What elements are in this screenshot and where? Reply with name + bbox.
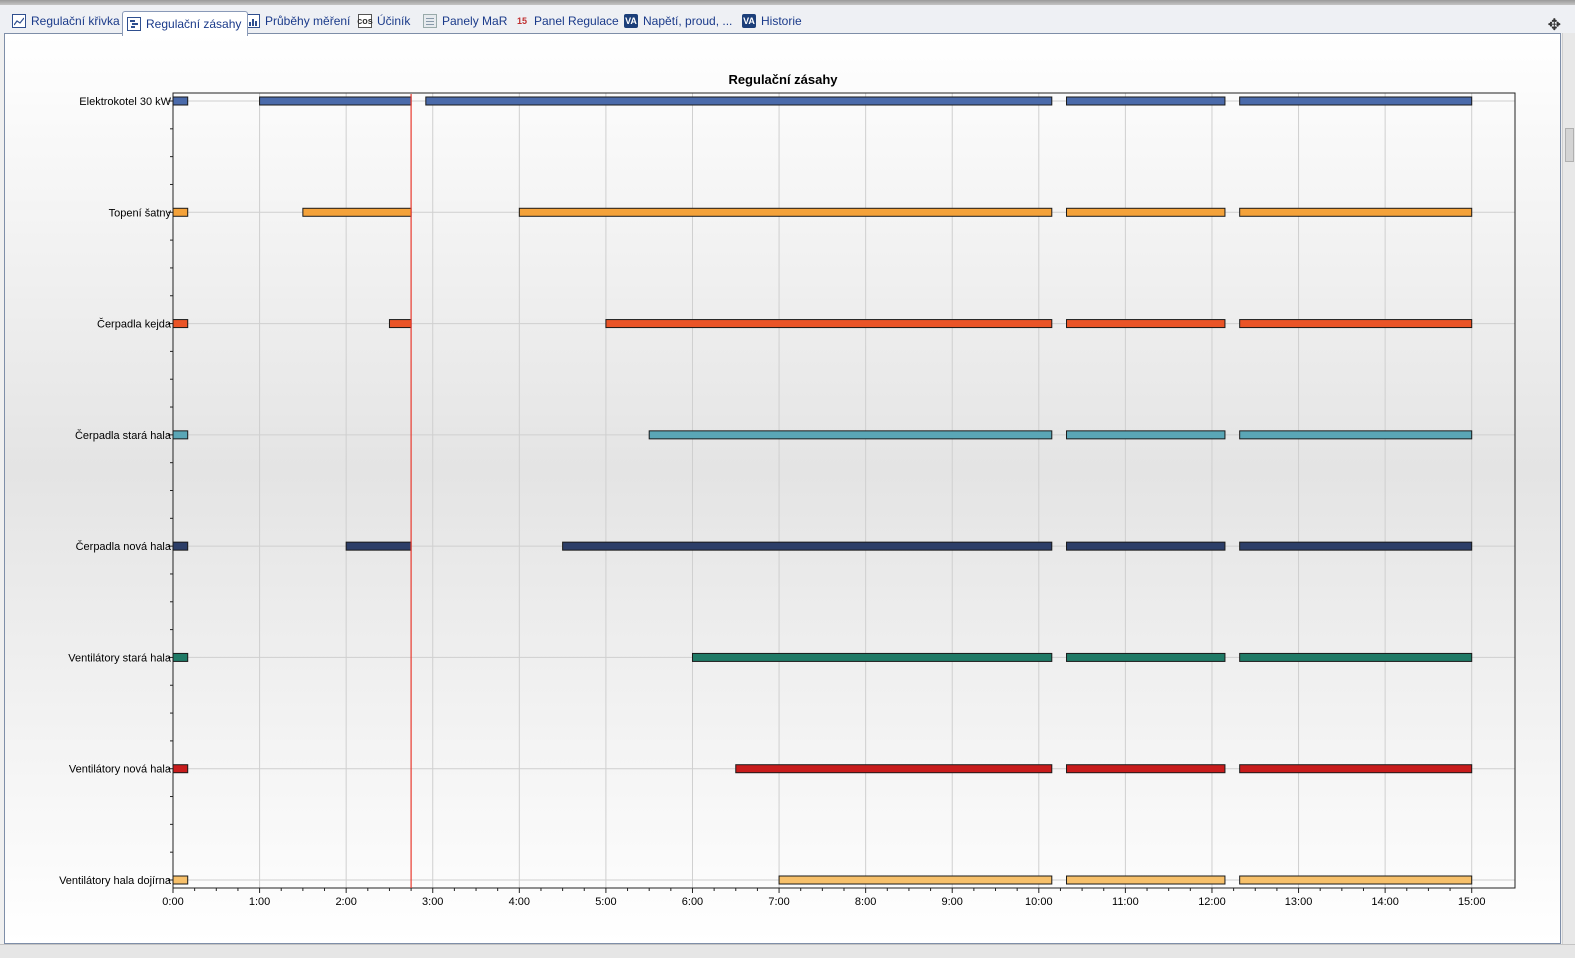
interval-bar [1066,541,1226,551]
tab-panel-regulace[interactable]: 15 Panel Regulace [515,10,619,32]
interval-bar [1239,207,1473,217]
y-axis: Elektrokotel 30 kW Topení šatny Čerpadla k… [59,96,173,887]
interval-bar [259,96,412,106]
x-tick-label: 8:00 [855,896,876,908]
gantt-chart: Elektrokotel 30 kW Topení šatny Čerpadla k… [59,72,1516,908]
expand-icon[interactable]: ✥ [1547,17,1561,34]
interval-bar [1239,764,1473,774]
y-category-label: Čerpadla stará hala [75,429,172,442]
y-category-label: Topení šatny [109,207,172,219]
window-bottom-border [0,944,1575,958]
x-tick-label: 12:00 [1198,896,1226,908]
interval-bar [172,764,189,774]
tab-label: Historie [761,14,802,28]
tab-bar: Regulační křivka Regulační zásahy Průběh… [0,5,1575,36]
interval-bar [1239,652,1473,662]
interval-bar [1239,875,1473,885]
interval-bar [172,875,189,885]
interval-bar [302,207,412,217]
interval-bar [1239,96,1473,106]
interval-bar [1239,319,1473,329]
va-icon: VA [742,14,756,28]
interval-bar [691,652,1053,662]
number-15-icon: 15 [516,16,527,26]
scrollbar-thumb[interactable] [1565,128,1574,162]
y-category-label: Elektrokotel 30 kW [79,96,171,108]
interval-bar [172,541,189,551]
interval-bar [172,430,189,440]
interval-bar [518,207,1053,217]
tab-label: Regulační křivka [31,14,120,28]
x-tick-label: 14:00 [1371,896,1399,908]
tab-label: Napětí, proud, ... [643,14,733,28]
interval-bar [1066,652,1226,662]
tab-label: Panel Regulace [534,14,619,28]
tab-regulacni-zasahy[interactable]: Regulační zásahy [122,11,249,36]
x-tick-label: 5:00 [595,896,616,908]
interval-bars [172,96,1473,885]
y-category-label: Ventilátory stará hala [68,652,172,664]
x-tick-label: 13:00 [1285,896,1313,908]
x-axis: 0:00 1:00 2:00 3:00 4:00 5:00 6:00 7:00 8:00 9:00… [162,888,1485,908]
line-chart-icon [12,14,26,28]
interval-bar [562,541,1053,551]
interval-bar [1239,430,1473,440]
tab-historie[interactable]: VA Historie [742,10,802,32]
tab-label: Průběhy měření [265,14,351,28]
interval-bar [1066,430,1226,440]
chart-title: Regulační zásahy [728,72,838,87]
tab-label: Účiník [377,14,411,28]
gantt-chart-icon [127,17,141,31]
y-category-label: Ventilátory hala dojírna [59,875,172,887]
interval-bar [1066,875,1226,885]
interval-bar [1066,764,1226,774]
y-category-label: Čerpadla kejda [97,318,172,331]
interval-bar [778,875,1053,885]
tab-label: Regulační zásahy [146,17,242,31]
interval-bar [345,541,412,551]
interval-bar [648,430,1053,440]
measurement-chart-icon [246,14,260,28]
vertical-scrollbar[interactable] [1562,33,1575,944]
y-category-label: Čerpadla nová hala [76,540,172,553]
interval-bar [172,319,189,329]
tab-regulacni-krivka[interactable]: Regulační křivka [12,10,120,32]
window-top-border [0,0,1575,5]
chart-panel: Elektrokotel 30 kW Topení šatny Čerpadla k… [4,33,1561,944]
interval-bar [735,764,1053,774]
tab-napeti-proud[interactable]: VA Napětí, proud, ... [624,10,732,32]
y-category-label: Ventilátory nová hala [69,764,172,776]
interval-bar [425,96,1053,106]
interval-bar [172,207,189,217]
va-icon: VA [624,14,638,28]
x-tick-label: 1:00 [249,896,270,908]
x-tick-label: 10:00 [1025,896,1053,908]
x-tick-label: 6:00 [682,896,703,908]
tab-panely-mar[interactable]: Panely MaR [423,10,507,32]
x-tick-label: 7:00 [768,896,789,908]
x-tick-label: 2:00 [335,896,356,908]
interval-bar [1066,96,1226,106]
cos-phi-icon: cos [357,14,373,28]
tab-prubehy-mereni[interactable]: Průběhy měření [246,10,350,32]
x-tick-label: 3:00 [422,896,443,908]
x-tick-label: 11:00 [1112,896,1139,908]
interval-bar [1066,207,1226,217]
interval-bar [1066,319,1226,329]
x-tick-label: 4:00 [509,896,530,908]
tab-ucinik[interactable]: cos Účiník [357,10,411,32]
panel-icon [423,14,437,28]
x-tick-label: 15:00 [1458,896,1486,908]
x-tick-label: 9:00 [942,896,963,908]
interval-bar [172,96,189,106]
interval-bar [388,319,412,329]
tab-label: Panely MaR [442,14,508,28]
interval-bar [172,652,189,662]
interval-bar [605,319,1053,329]
x-tick-label: 0:00 [162,896,183,908]
interval-bar [1239,541,1473,551]
